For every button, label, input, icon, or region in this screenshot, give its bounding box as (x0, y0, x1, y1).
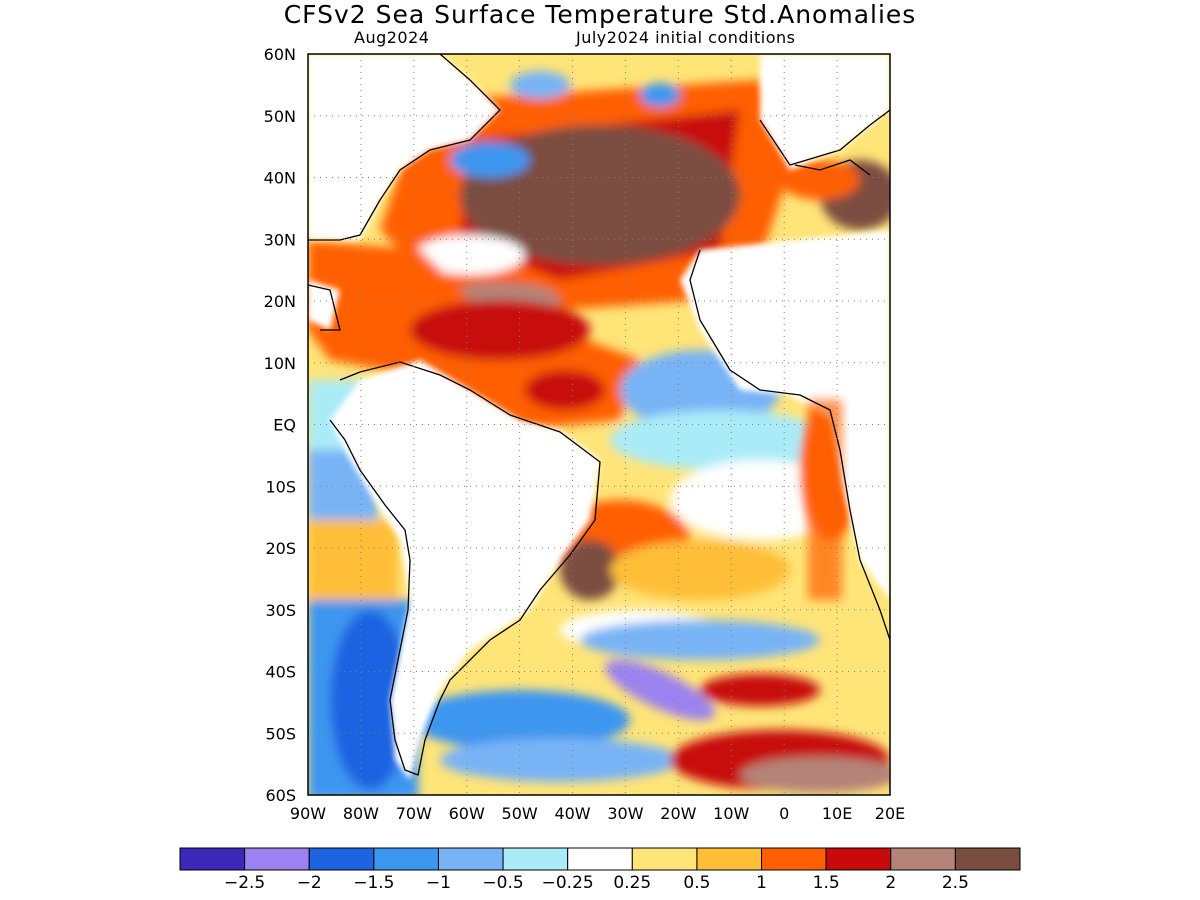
colorbar-swatch (179, 847, 246, 871)
lat-tick-label: 40S (265, 663, 296, 682)
lat-tick-label: 60S (265, 786, 296, 805)
lon-tick-label: 10E (822, 804, 852, 823)
colorbar-swatch (631, 847, 698, 871)
anomaly-field (308, 54, 890, 795)
colorbar-swatch (373, 847, 439, 871)
colorbar-tick-label: −2 (297, 873, 322, 893)
colorbar-tick-label: 1.5 (813, 873, 840, 893)
colorbar-tick-label: 2 (885, 873, 896, 893)
valid-month-label: Aug2024 (354, 28, 430, 47)
lat-tick-label: 40N (264, 169, 296, 188)
colorbar-swatch (696, 847, 763, 871)
colorbar-tick-label: 0.5 (683, 873, 710, 893)
lat-tick-label: 10S (265, 477, 296, 496)
lat-tick-label: EQ (273, 416, 296, 435)
grid (308, 54, 890, 795)
chart-title: CFSv2 Sea Surface Temperature Std.Anomal… (283, 0, 917, 29)
colorbar: −2.5 −2 −1.5 −1 −0.5 −0.25 0.25 0.5 1 1.5 2 2.5 (179, 847, 1021, 893)
lon-tick-label: 90W (290, 804, 326, 823)
lon-tick-label: 0 (779, 804, 789, 823)
lon-tick-label: 70W (396, 804, 432, 823)
lon-tick-label: 20E (875, 804, 905, 823)
plot-frame (307, 53, 891, 796)
colorbar-swatch (954, 847, 1021, 871)
lat-tick-label: 50S (265, 724, 296, 743)
lon-tick-label: 20W (660, 804, 696, 823)
colorbar-tick-label: −1 (426, 873, 451, 893)
coastlines (308, 54, 890, 776)
longitude-axis: 90W 80W 70W 60W 50W 40W 30W 20W 10W 0 10E 20E (290, 804, 905, 823)
lat-tick-label: 10N (264, 354, 296, 373)
lat-tick-label: 30N (264, 230, 296, 249)
colorbar-tick-label: 2.5 (942, 873, 969, 893)
colorbar-tick-label: −2.5 (224, 873, 265, 893)
lat-tick-label: 50N (264, 107, 296, 126)
lon-tick-label: 40W (554, 804, 590, 823)
latitude-axis: 60N 50N 40N 30N 20N 10N EQ 10S 20S 30S 40S 50S 60S (264, 45, 296, 805)
colorbar-tick-label: 0.25 (613, 873, 651, 893)
colorbar-tick-label: −0.5 (482, 873, 523, 893)
lon-tick-label: 10W (713, 804, 749, 823)
lon-tick-label: 60W (449, 804, 485, 823)
colorbar-tick-label: 1 (756, 873, 767, 893)
colorbar-swatch (437, 847, 504, 871)
lon-tick-label: 50W (502, 804, 538, 823)
lat-tick-label: 20N (264, 292, 296, 311)
lat-tick-label: 60N (264, 45, 296, 64)
init-conditions-label: July2024 initial conditions (576, 28, 796, 47)
colorbar-swatch (308, 847, 375, 871)
colorbar-swatch (502, 847, 569, 871)
lat-tick-label: 30S (265, 601, 296, 620)
colorbar-tick-label: −0.25 (542, 873, 594, 893)
colorbar-tick-label: −1.5 (353, 873, 394, 893)
lon-tick-label: 80W (343, 804, 379, 823)
colorbar-swatch (567, 847, 633, 871)
colorbar-swatch (761, 847, 827, 871)
colorbar-swatch (825, 847, 892, 871)
lat-tick-label: 20S (265, 539, 296, 558)
colorbar-swatch (244, 847, 310, 871)
lon-tick-label: 30W (607, 804, 643, 823)
colorbar-swatch (890, 847, 956, 871)
